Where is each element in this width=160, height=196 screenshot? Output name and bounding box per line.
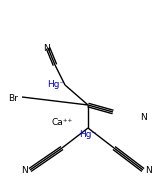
- Text: Hg⁻: Hg⁻: [79, 130, 97, 139]
- Text: N: N: [22, 166, 28, 175]
- Text: N: N: [140, 113, 147, 122]
- Text: Ca⁺⁺: Ca⁺⁺: [51, 117, 73, 126]
- Text: N: N: [145, 166, 151, 175]
- Text: N: N: [44, 44, 50, 53]
- Text: Hg⁻: Hg⁻: [47, 80, 64, 89]
- Text: Br: Br: [8, 93, 18, 103]
